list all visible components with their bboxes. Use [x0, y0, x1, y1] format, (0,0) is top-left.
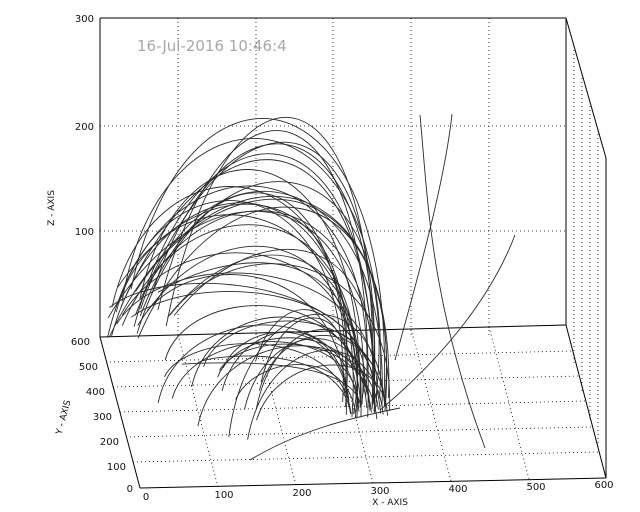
x-tick-0: 0	[143, 492, 149, 503]
field-line-34	[197, 355, 352, 415]
field-line-53	[228, 313, 385, 437]
x-axis-title: X - AXIS	[372, 498, 408, 508]
field-line-25	[169, 263, 390, 411]
y-tick-200: 200	[100, 437, 119, 448]
field-line-15	[116, 272, 378, 412]
x-tick-200: 200	[292, 488, 311, 499]
field-line-31	[118, 214, 362, 418]
field-line-24	[137, 206, 387, 406]
field-lines	[107, 113, 516, 461]
x-tick-100: 100	[214, 490, 233, 501]
field-line-35	[157, 324, 359, 406]
z-ticks: 300 200 100	[75, 14, 94, 238]
field-line-54	[247, 349, 384, 440]
field-line-40	[255, 329, 382, 414]
field-line-9	[140, 190, 383, 407]
field-line-46	[203, 320, 386, 406]
y-tick-600: 600	[71, 337, 90, 348]
y-tick-100: 100	[107, 462, 126, 473]
field-line-52	[222, 331, 350, 405]
back-wall	[99, 17, 567, 337]
field-line-56	[419, 114, 486, 449]
right-wall	[565, 17, 607, 478]
field-line-10	[157, 262, 358, 415]
field-line-43	[197, 345, 379, 427]
z-axis-title: Z - AXIS	[47, 190, 57, 226]
y-tick-300: 300	[93, 412, 112, 423]
z-tick-200: 200	[75, 122, 94, 133]
field-line-14	[146, 274, 347, 415]
field-line-49	[171, 341, 360, 404]
field-line-26	[173, 248, 375, 405]
x-ticks: 0 100 200 300 400 500 600	[143, 480, 614, 503]
field-line-22	[107, 210, 364, 405]
timestamp-label: 16-Jul-2016 10:46:4	[137, 37, 287, 55]
field-line-7	[133, 153, 374, 399]
field-line-57	[394, 113, 453, 361]
field-line-45	[256, 364, 388, 421]
field-line-33	[157, 130, 369, 418]
y-tick-0: 0	[127, 484, 133, 495]
field-line-59	[249, 407, 401, 461]
field-line-36	[235, 364, 356, 412]
field-line-32	[139, 169, 361, 408]
y-ticks: 600 500 400 300 200 100 0	[71, 337, 133, 495]
field-line-29	[107, 185, 368, 396]
field-line-0	[139, 192, 347, 402]
field-line-21	[130, 118, 386, 398]
x-tick-500: 500	[526, 482, 545, 493]
field-line-44	[221, 331, 350, 402]
y-axis-title: Y - AXIS	[54, 399, 73, 437]
y-tick-500: 500	[79, 362, 98, 373]
field-line-13	[130, 291, 365, 398]
field-line-28	[151, 143, 375, 400]
z-tick-300: 300	[75, 14, 94, 25]
field-line-51	[164, 305, 368, 409]
field-line-47	[181, 362, 362, 406]
field-line-55	[255, 309, 360, 412]
field-line-58	[379, 234, 516, 411]
x-tick-400: 400	[448, 484, 467, 495]
z-tick-100: 100	[75, 227, 94, 238]
y-tick-400: 400	[86, 387, 105, 398]
x-tick-600: 600	[594, 480, 613, 491]
field-line-20	[137, 245, 358, 419]
x-tick-300: 300	[370, 486, 389, 497]
